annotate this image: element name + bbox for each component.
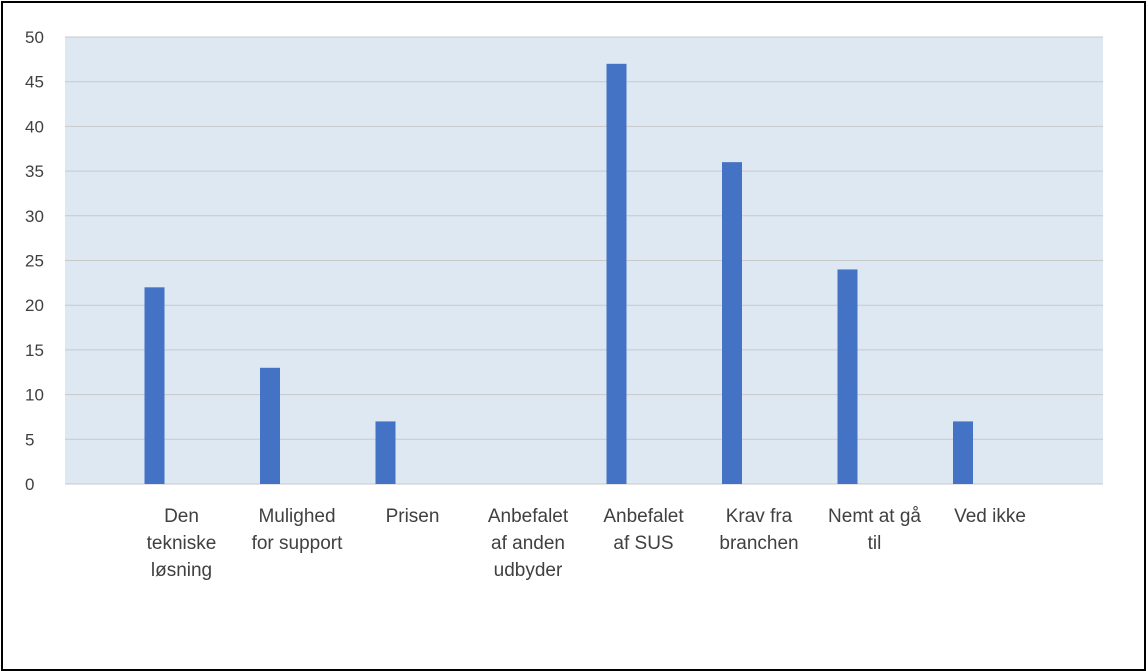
x-tick-label: Nemt at gå til bbox=[828, 506, 921, 554]
y-tick-label: 50 bbox=[25, 28, 44, 47]
y-tick-label: 25 bbox=[25, 252, 44, 271]
y-tick-label: 10 bbox=[25, 386, 44, 405]
y-tick-label: 35 bbox=[25, 162, 44, 181]
y-tick-label: 45 bbox=[25, 73, 44, 92]
bar bbox=[953, 421, 973, 484]
x-tick-label: Prisen bbox=[386, 506, 440, 527]
y-tick-label: 15 bbox=[25, 341, 44, 360]
x-tick-label: Anbefalet af SUS bbox=[603, 506, 684, 554]
y-tick-label: 5 bbox=[25, 430, 34, 449]
x-tick-label: Den tekniske løsning bbox=[147, 506, 217, 581]
bar bbox=[606, 63, 627, 484]
y-tick-label: 20 bbox=[25, 296, 44, 315]
bar bbox=[260, 367, 280, 484]
x-tick-label: Anbefalet af anden udbyder bbox=[488, 506, 569, 581]
bar bbox=[144, 287, 165, 484]
x-tick-label: Mulighed for support bbox=[252, 506, 344, 554]
x-tick-label: Krav fra branchen bbox=[719, 506, 798, 554]
bar bbox=[375, 421, 396, 484]
bar bbox=[722, 162, 742, 484]
bar bbox=[837, 269, 858, 484]
x-tick-label: Ved ikke bbox=[954, 506, 1026, 527]
y-tick-label: 40 bbox=[25, 117, 44, 136]
y-tick-label: 0 bbox=[25, 475, 34, 494]
y-tick-label: 30 bbox=[25, 207, 44, 226]
